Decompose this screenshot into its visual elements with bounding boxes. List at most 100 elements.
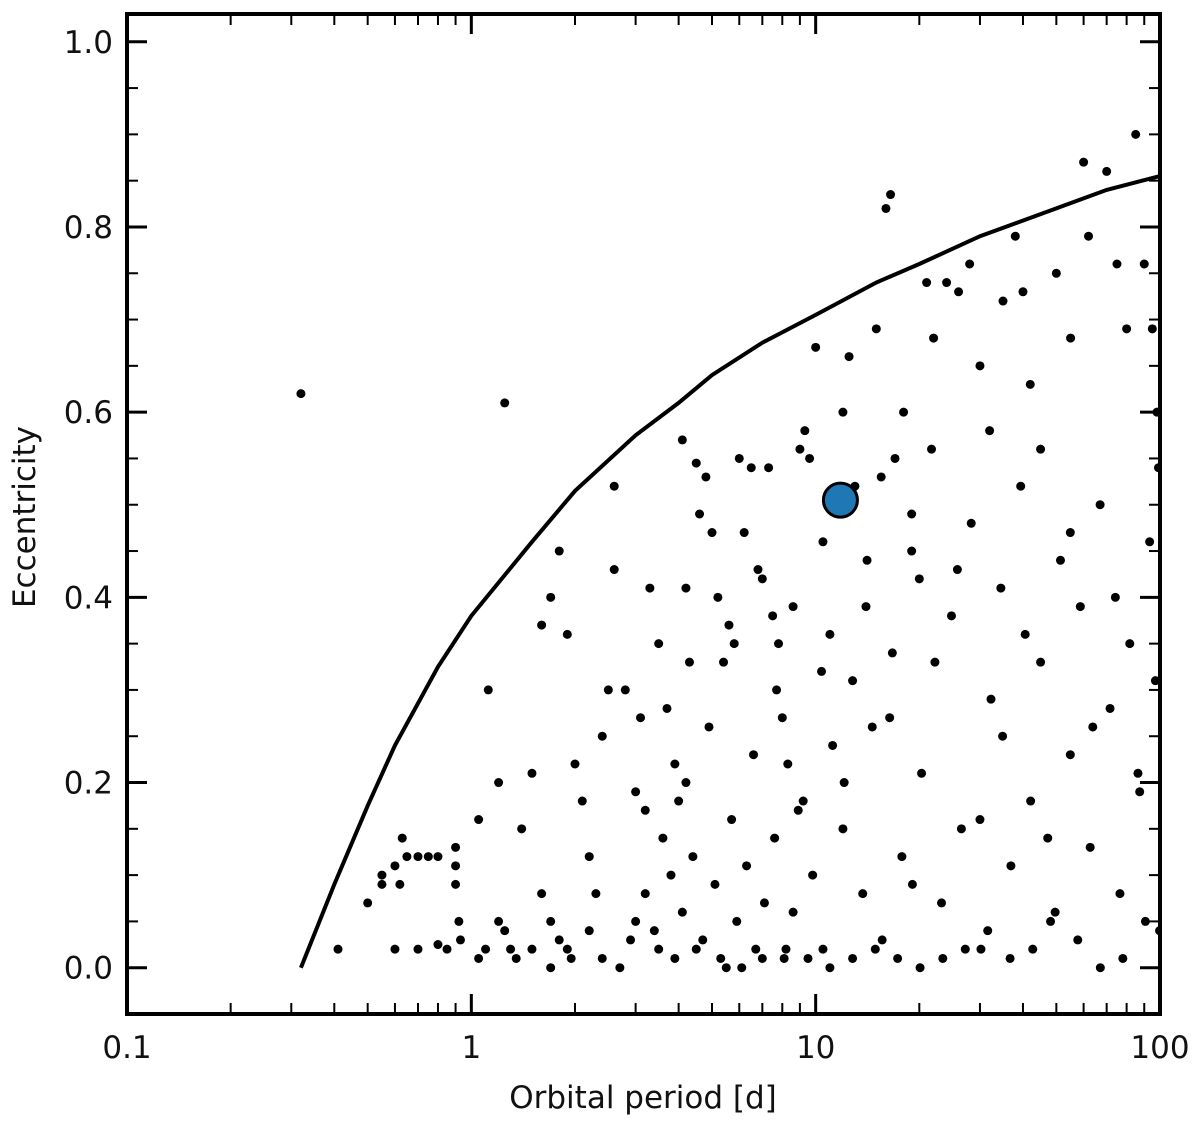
scatter-point bbox=[870, 944, 880, 954]
scatter-point bbox=[881, 203, 891, 213]
scatter-point bbox=[1026, 796, 1036, 806]
scatter-point bbox=[584, 926, 594, 936]
scatter-point bbox=[626, 935, 636, 945]
scatter-point bbox=[662, 703, 672, 713]
scatter-point bbox=[609, 565, 619, 575]
scatter-point bbox=[654, 639, 664, 649]
scatter-point bbox=[1147, 324, 1157, 334]
scatter-point bbox=[1025, 379, 1035, 389]
scatter-point bbox=[848, 676, 858, 686]
scatter-points-layer bbox=[296, 129, 1160, 973]
scatter-point bbox=[774, 639, 784, 649]
y-tick-label: 0.4 bbox=[64, 580, 113, 616]
scatter-point bbox=[566, 953, 576, 963]
scatter-point bbox=[927, 444, 937, 454]
scatter-point bbox=[677, 435, 687, 445]
scatter-point bbox=[734, 453, 744, 463]
scatter-point bbox=[423, 852, 433, 862]
scatter-point bbox=[1110, 592, 1120, 602]
scatter-point bbox=[691, 458, 701, 468]
scatter-point bbox=[1102, 166, 1112, 176]
scatter-point bbox=[742, 861, 752, 871]
scatter-point bbox=[917, 768, 927, 778]
scatter-point bbox=[783, 759, 793, 769]
scatter-point bbox=[719, 657, 729, 667]
scatter-point bbox=[506, 944, 516, 954]
scatter-point bbox=[554, 935, 564, 945]
scatter-point bbox=[640, 889, 650, 899]
scatter-point bbox=[1139, 259, 1149, 269]
scatter-point bbox=[757, 574, 767, 584]
scatter-point bbox=[724, 620, 734, 630]
scatter-point bbox=[1010, 231, 1020, 241]
scatter-point bbox=[818, 537, 828, 547]
scatter-point bbox=[817, 666, 827, 676]
scatter-point bbox=[788, 602, 798, 612]
scatter-point bbox=[620, 685, 630, 695]
scatter-point bbox=[674, 796, 684, 806]
scatter-point bbox=[454, 916, 464, 926]
scatter-point bbox=[907, 509, 917, 519]
scatter-point bbox=[609, 481, 619, 491]
scatter-point bbox=[704, 722, 714, 732]
scatter-point bbox=[986, 694, 996, 704]
scatter-point bbox=[1055, 555, 1065, 565]
scatter-point bbox=[481, 944, 491, 954]
scatter-point bbox=[966, 518, 976, 528]
scatter-point bbox=[1084, 231, 1094, 241]
scatter-point bbox=[716, 953, 726, 963]
scatter-point bbox=[1036, 657, 1046, 667]
scatter-point bbox=[1028, 944, 1038, 954]
scatter-point bbox=[390, 861, 400, 871]
scatter-point bbox=[474, 953, 484, 963]
scatter-point bbox=[537, 620, 547, 630]
scatter-point bbox=[546, 963, 556, 973]
scatter-point bbox=[942, 278, 952, 288]
scatter-point bbox=[952, 565, 962, 575]
scatter-point bbox=[753, 565, 763, 575]
scatter-point bbox=[805, 453, 815, 463]
scatter-point bbox=[1095, 500, 1105, 510]
y-tick-label: 1.0 bbox=[64, 25, 113, 61]
scatter-point bbox=[554, 546, 564, 556]
highlight-point bbox=[821, 481, 859, 519]
scatter-point bbox=[922, 278, 932, 288]
scatter-point bbox=[654, 944, 664, 954]
scatter-point bbox=[811, 342, 821, 352]
scatter-point bbox=[1095, 963, 1105, 973]
x-axis-label: Orbital period [d] bbox=[509, 1080, 777, 1116]
x-tick-label: 10 bbox=[796, 1030, 835, 1066]
scatter-point bbox=[710, 879, 720, 889]
scatter-point bbox=[772, 685, 782, 695]
scatter-point bbox=[681, 583, 691, 593]
scatter-point bbox=[770, 833, 780, 843]
scatter-point bbox=[670, 953, 680, 963]
scatter-point bbox=[631, 787, 641, 797]
scatter-point bbox=[649, 926, 659, 936]
scatter-point bbox=[788, 907, 798, 917]
scatter-point bbox=[890, 453, 900, 463]
scatter-point bbox=[511, 953, 521, 963]
scatter-point bbox=[455, 935, 465, 945]
scatter-point bbox=[998, 731, 1008, 741]
scatter-point bbox=[615, 963, 625, 973]
scatter-point bbox=[695, 509, 705, 519]
axes-layer: 0.1 1 10 100 0.0 0.2 0.4 0.6 0.8 1.0 bbox=[64, 12, 1190, 1066]
scatter-point bbox=[1115, 889, 1125, 899]
scatter-point bbox=[862, 555, 872, 565]
scatter-point bbox=[727, 815, 737, 825]
scatter-point bbox=[1018, 287, 1028, 297]
scatter-point bbox=[1066, 333, 1076, 343]
scatter-point bbox=[537, 889, 547, 899]
scatter-point bbox=[1006, 861, 1016, 871]
scatter-point bbox=[377, 870, 387, 880]
scatter-point bbox=[746, 463, 756, 473]
scatter-point bbox=[1085, 842, 1095, 852]
scatter-point bbox=[395, 879, 405, 889]
scatter-point bbox=[413, 852, 423, 862]
scatter-point bbox=[893, 953, 903, 963]
scatter-point bbox=[701, 472, 711, 482]
scatter-point bbox=[732, 916, 742, 926]
scatter-point bbox=[670, 759, 680, 769]
